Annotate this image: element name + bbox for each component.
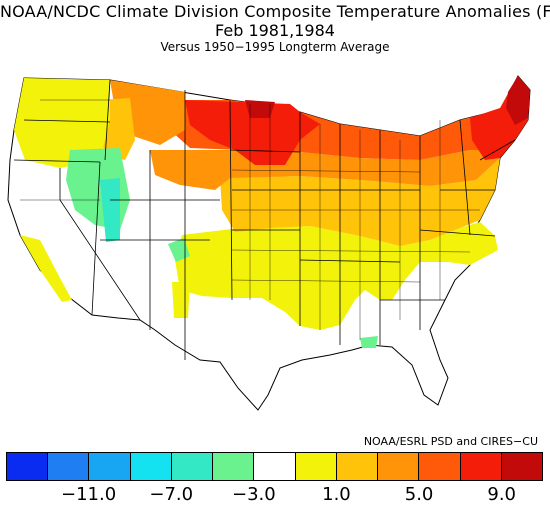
region-maine-north: [506, 76, 530, 125]
legend-swatch: [7, 453, 49, 480]
region-southwest-patch: [172, 282, 190, 318]
region-minnesota-north-dakota: [185, 100, 320, 165]
legend-swatch: [295, 453, 337, 480]
legend-swatch: [460, 453, 502, 480]
legend-swatch: [171, 453, 214, 480]
legend-swatch: [501, 453, 543, 480]
region-north-dakota-core: [245, 100, 275, 118]
data-credit: NOAA/ESRL PSD and CIRES−CU: [363, 435, 538, 448]
region-colorado-patch: [168, 238, 190, 262]
region-idaho-snake-river: [100, 178, 120, 242]
legend-swatch: [213, 453, 255, 480]
legend-tick-label: −7.0: [149, 484, 194, 505]
map-subtitle-dates: Feb 1981,1984: [215, 21, 335, 40]
map-subtitle-baseline: Versus 1950−1995 Longterm Average: [160, 40, 390, 54]
region-california-coast: [20, 235, 72, 302]
legend-tick-label: 1.0: [322, 484, 351, 505]
region-mid-atlantic-southern-plains: [175, 222, 498, 330]
legend-swatch: [48, 453, 90, 480]
map-title: NOAA/NCDC Climate Division Composite Tem…: [0, 2, 550, 21]
region-north-central-plains: [150, 140, 500, 190]
us-climate-division-map: [7, 75, 531, 411]
region-gulf-patch: [360, 336, 378, 348]
legend-tick-label: 5.0: [404, 484, 434, 505]
legend-swatch: [419, 453, 461, 480]
legend-swatch: [378, 453, 420, 480]
region-pacific-northwest: [14, 78, 110, 168]
division-grid: [20, 99, 480, 340]
legend-tick-label: −11.0: [61, 484, 117, 505]
legend-swatch: [336, 453, 379, 480]
legend-tick-label: 9.0: [487, 484, 517, 505]
color-legend-bar: [6, 452, 543, 481]
legend-swatch: [130, 453, 172, 480]
legend-tick-label: −3.0: [231, 484, 276, 505]
legend-swatch: [254, 453, 296, 480]
state-boundaries: [13, 79, 516, 360]
legend-swatch: [89, 453, 131, 480]
